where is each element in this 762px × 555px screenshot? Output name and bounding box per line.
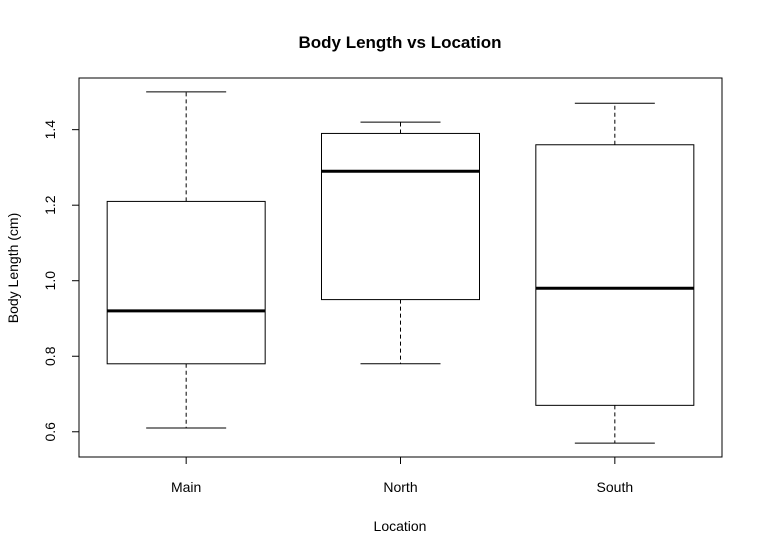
iqr-box: [535, 144, 695, 406]
y-tick-label: 0.6: [42, 422, 58, 442]
box-north: [321, 121, 480, 365]
x-tick-label: South: [597, 479, 634, 495]
x-axis: Main North South: [171, 456, 634, 495]
box-south: [535, 102, 695, 444]
boxes-layer: [106, 91, 695, 444]
x-tick-label: Main: [171, 479, 201, 495]
y-tick-label: 1.0: [42, 271, 58, 291]
iqr-box: [321, 132, 480, 301]
chart-title: Body Length vs Location: [298, 33, 501, 52]
y-tick-label: 1.4: [42, 120, 58, 140]
y-tick-label: 1.2: [42, 195, 58, 215]
box-main: [106, 91, 266, 429]
y-axis-label: Body Length (cm): [5, 213, 21, 324]
x-tick-label: North: [383, 479, 417, 495]
iqr-box: [106, 200, 266, 365]
x-axis-label: Location: [374, 518, 427, 534]
y-tick-label: 0.8: [42, 346, 58, 366]
y-axis: 0.6 0.8 1.0 1.2 1.4: [42, 120, 80, 442]
